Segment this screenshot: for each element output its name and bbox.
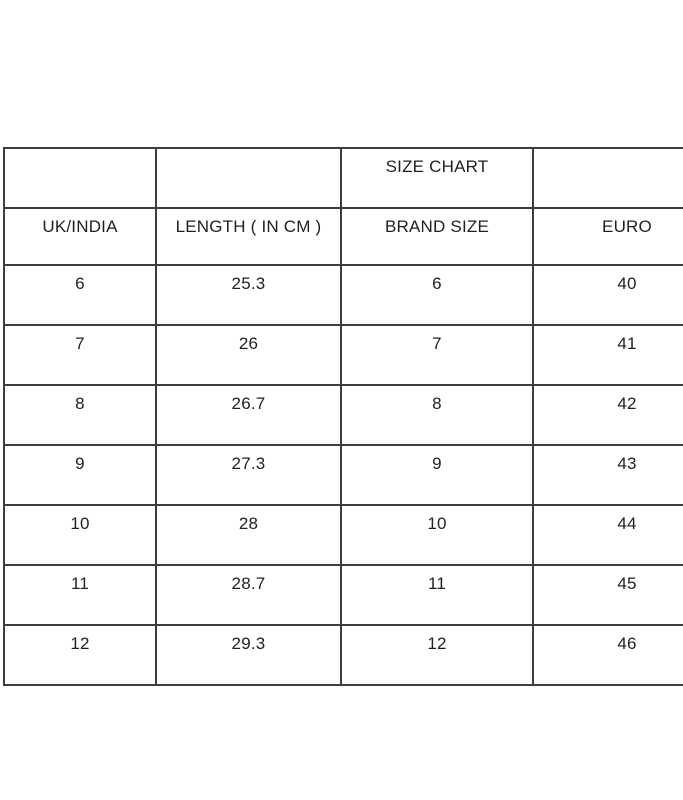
table-cell: 8 [340,384,534,446]
table-cell: 9 [3,444,157,506]
table-cell: 11 [3,564,157,626]
table-cell: 28.7 [155,564,342,626]
table-cell: 12 [340,624,534,686]
table-cell: 11 [340,564,534,626]
table-row: 9 27.3 9 43 [3,444,683,506]
table-cell: 9 [340,444,534,506]
size-chart-table: SIZE CHART UK/INDIA LENGTH ( IN CM ) BRA… [3,147,683,686]
empty-cell [155,147,342,209]
table-cell: 26.7 [155,384,342,446]
table-cell: 27.3 [155,444,342,506]
table-row: 6 25.3 6 40 [3,264,683,326]
table-cell: 44 [532,504,683,566]
table-cell: 10 [340,504,534,566]
table-cell: 7 [340,324,534,386]
table-cell: 6 [340,264,534,326]
table-cell: 8 [3,384,157,446]
empty-cell [532,147,683,209]
table-cell: 7 [3,324,157,386]
table-row: 12 29.3 12 46 [3,624,683,686]
table-cell: 46 [532,624,683,686]
column-header-euro: EURO [532,207,683,266]
table-cell: 26 [155,324,342,386]
table-cell: 43 [532,444,683,506]
column-header-brand-size: BRAND SIZE [340,207,534,266]
column-header-uk-india: UK/INDIA [3,207,157,266]
title-row: SIZE CHART [3,147,683,209]
header-row: UK/INDIA LENGTH ( IN CM ) BRAND SIZE EUR… [3,207,683,266]
empty-cell [3,147,157,209]
table-cell: 28 [155,504,342,566]
table-cell: 10 [3,504,157,566]
table-row: 7 26 7 41 [3,324,683,386]
table-cell: 42 [532,384,683,446]
table-row: 11 28.7 11 45 [3,564,683,626]
table-cell: 41 [532,324,683,386]
table-cell: 40 [532,264,683,326]
table-row: 10 28 10 44 [3,504,683,566]
table-cell: 6 [3,264,157,326]
table-row: 8 26.7 8 42 [3,384,683,446]
table-cell: 12 [3,624,157,686]
table-cell: 45 [532,564,683,626]
table-cell: 25.3 [155,264,342,326]
table-title: SIZE CHART [340,147,534,209]
column-header-length-cm: LENGTH ( IN CM ) [155,207,342,266]
table-cell: 29.3 [155,624,342,686]
